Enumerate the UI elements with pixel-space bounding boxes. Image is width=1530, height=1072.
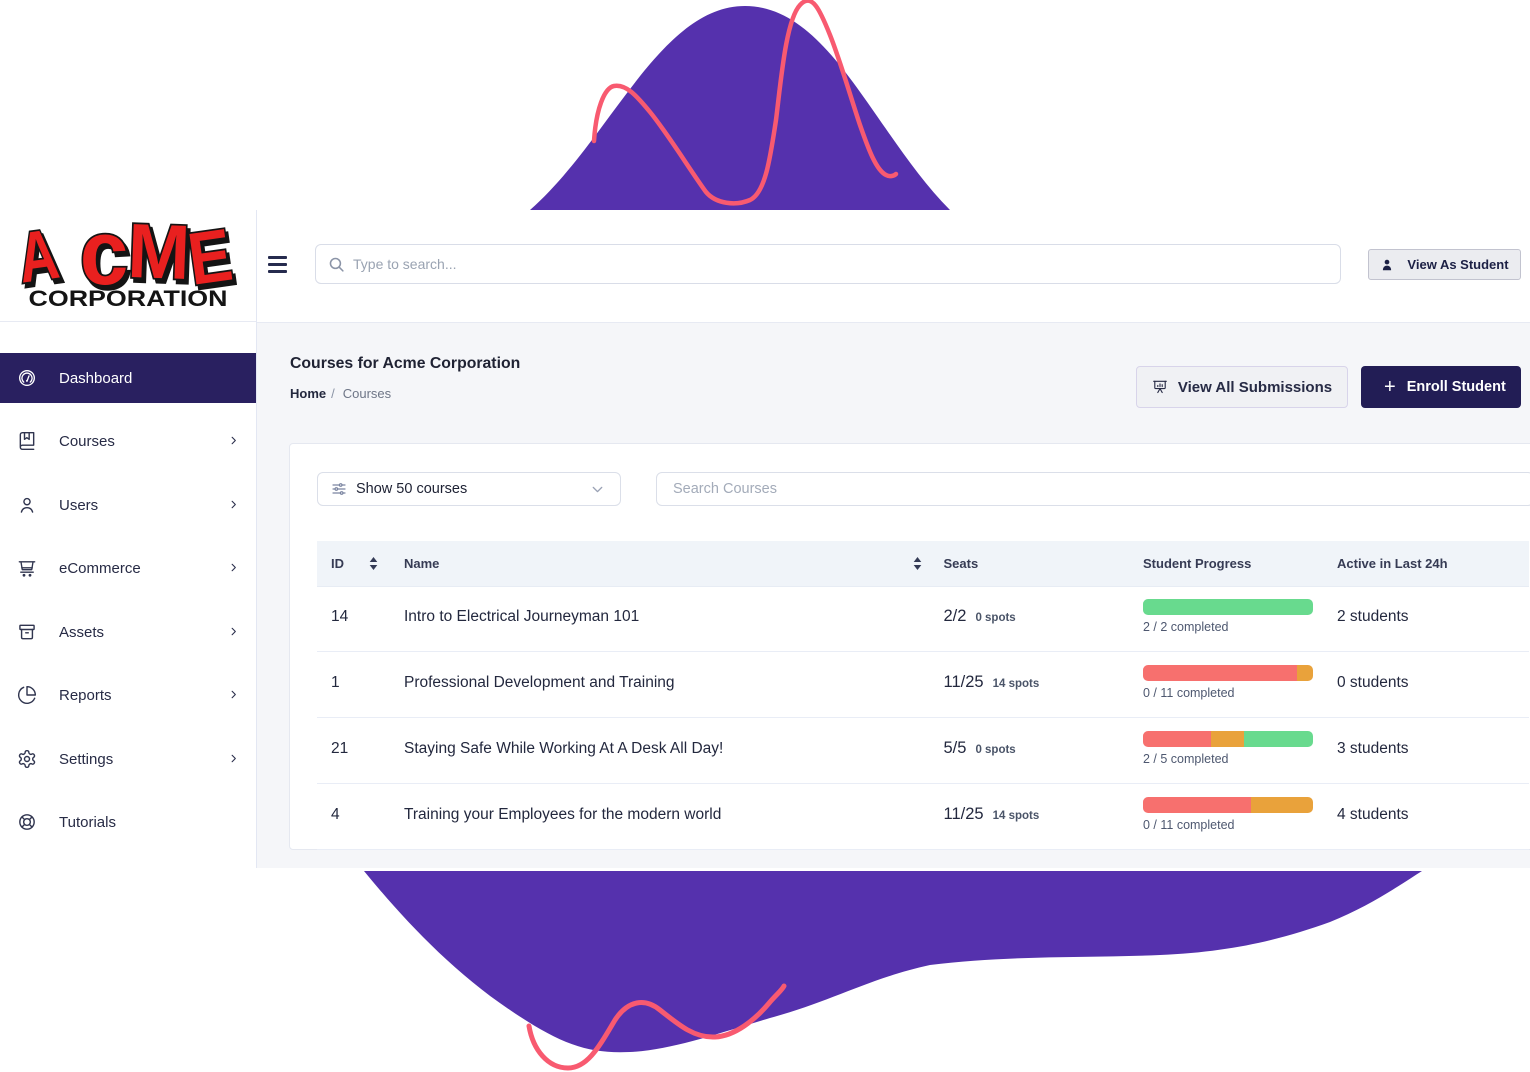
- svg-text:M: M: [129, 212, 194, 300]
- svg-text:c: c: [83, 210, 132, 309]
- svg-text:c: c: [80, 210, 129, 305]
- svg-text:CORPORATION: CORPORATION: [29, 286, 228, 311]
- svg-text:M: M: [126, 210, 191, 296]
